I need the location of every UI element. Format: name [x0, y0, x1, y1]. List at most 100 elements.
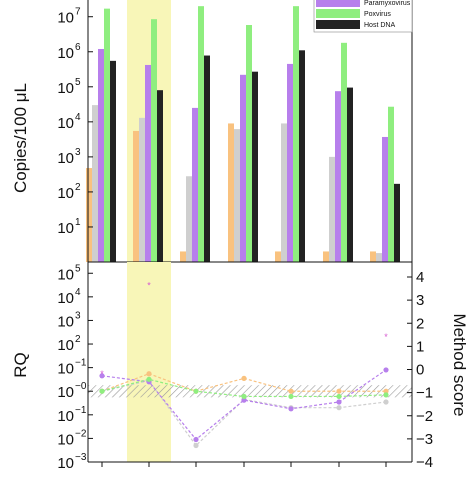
bar-series0-group5 [323, 251, 329, 262]
bar-series4-group3 [252, 71, 258, 262]
scatter-point-series3-group4 [288, 393, 294, 400]
bar-series2-group4 [287, 63, 293, 262]
scatter-point-series3-group0 [99, 388, 105, 394]
bottom-ytick-label-6: 10 [57, 313, 74, 330]
scatter-point-series2-group5 [336, 399, 342, 405]
bar-series1-group3 [234, 129, 240, 262]
bar-series3-group5 [341, 42, 347, 262]
legend-label-2: Host DNA [364, 22, 395, 29]
bottom-ytick-exp-1: −2 [75, 428, 87, 439]
right-ytick-label-2: 2 [416, 315, 424, 332]
scatter-point-series0-group6 [383, 388, 389, 394]
scatter-point-series2-group6 [383, 367, 389, 373]
bar-series3-group0 [104, 8, 110, 263]
top-ytick-exp-6: 7 [75, 7, 81, 18]
top-ytick-label-1: 10 [57, 185, 74, 202]
scatter-point-series2-group0 [99, 373, 105, 379]
scatter-point-series3-group2 [193, 388, 199, 394]
bottom-ytick-label-7: 10 [57, 290, 74, 307]
right-ytick-label-1: 3 [416, 292, 424, 309]
bar-series1-group6 [376, 253, 382, 262]
bar-series2-group3 [240, 74, 246, 262]
bar-series4-group2 [204, 55, 210, 262]
legend-label-0: Paramyxovirus [364, 0, 411, 7]
bottom-ytick-exp-5: 2 [75, 334, 81, 345]
top-ytick-label-3: 10 [57, 115, 74, 132]
bar-series2-group5 [335, 91, 341, 263]
right-ytick-label-8: −4 [416, 454, 433, 471]
legend-swatch-0 [316, 0, 360, 7]
right-ytick-label-0: 4 [416, 269, 424, 286]
scatter-point-series3-group3 [241, 393, 247, 400]
bar-series1-group1 [139, 117, 145, 263]
bottom-ytick-exp-6: 3 [75, 310, 81, 321]
scatter-point-series2-group4 [288, 406, 294, 412]
top-ytick-exp-4: 5 [75, 77, 81, 88]
bar-series4-group4 [299, 50, 305, 262]
bar-series1-group0 [92, 105, 98, 263]
scatter-point-series0-group1 [146, 371, 152, 377]
scatter-point-series3-group1 [146, 376, 152, 382]
top-ytick-exp-3: 4 [75, 112, 81, 123]
bar-series2-group1 [145, 64, 151, 263]
scatter-point-series0-group4 [288, 388, 294, 394]
scatter-point-series1-group2 [193, 442, 199, 449]
star-marker-0: * [147, 281, 151, 291]
right-ytick-label-6: −2 [416, 408, 433, 425]
bar-series0-group1 [133, 130, 139, 262]
bar-series4-group1 [157, 90, 163, 262]
top-ytick-label-2: 10 [57, 150, 74, 167]
legend-label-1: Poxvirus [364, 11, 391, 18]
top-ytick-label-6: 10 [57, 10, 74, 27]
top-ytick-exp-1: 2 [75, 182, 81, 193]
right-ytick-label-3: 1 [416, 338, 424, 355]
scatter-point-series0-group3 [241, 375, 247, 381]
bar-series0-group3 [228, 123, 234, 262]
bottom-ytick-exp-2: −1 [75, 405, 87, 416]
bottom-ytick-label-8: 10 [57, 266, 74, 283]
bottom-ytick-exp-3: −0 [75, 381, 87, 392]
bottom-ytick-label-3: 10 [57, 384, 74, 401]
bar-series3-group1 [151, 19, 157, 262]
bar-series0-group2 [180, 251, 186, 262]
bar-series0-group0 [86, 168, 92, 262]
bar-series4-group6 [394, 183, 400, 262]
bar-series2-group0 [98, 48, 104, 262]
top-y-axis-title: Copies/100 μL [11, 83, 30, 193]
bottom-ytick-label-5: 10 [57, 337, 74, 354]
scatter-point-series1-group5 [336, 405, 342, 411]
bottom-ytick-label-4: 10 [57, 361, 74, 378]
bar-series4-group0 [110, 60, 116, 262]
bar-series1-group5 [329, 156, 335, 262]
bar-series3-group3 [246, 25, 252, 263]
bottom-ytick-label-2: 10 [57, 408, 74, 425]
scatter-point-series2-group2 [193, 436, 199, 443]
right-ytick-label-5: −1 [416, 385, 433, 402]
scatter-point-series0-group5 [336, 388, 342, 394]
star-marker-2: * [100, 369, 104, 379]
bar-series0-group4 [275, 251, 281, 262]
bar-series3-group6 [388, 106, 394, 262]
bar-series2-group6 [382, 136, 388, 262]
bottom-ytick-label-0: 10 [57, 455, 74, 472]
top-ytick-exp-0: 1 [75, 217, 81, 228]
bar-series2-group2 [192, 107, 198, 262]
top-ytick-label-5: 10 [57, 45, 74, 62]
highlight-band-bottom [127, 262, 171, 462]
bar-series1-group2 [186, 176, 192, 262]
reference-band [88, 385, 412, 398]
scatter-point-series3-group6 [383, 392, 389, 398]
bottom-scatter-panel: ***10 −310 −210 −110 −010 −110 210 310 410 543210… [57, 262, 433, 472]
bottom-ytick-label-1: 10 [57, 431, 74, 448]
bottom-ytick-exp-0: −3 [75, 452, 87, 463]
bar-series1-group4 [281, 123, 287, 262]
top-ytick-exp-5: 6 [75, 42, 81, 53]
legend-swatch-1 [316, 9, 360, 18]
right-ytick-label-7: −3 [416, 431, 433, 448]
bar-series3-group4 [293, 6, 299, 263]
right-ytick-label-4: 0 [416, 362, 424, 379]
bottom-ytick-exp-7: 4 [75, 287, 81, 298]
